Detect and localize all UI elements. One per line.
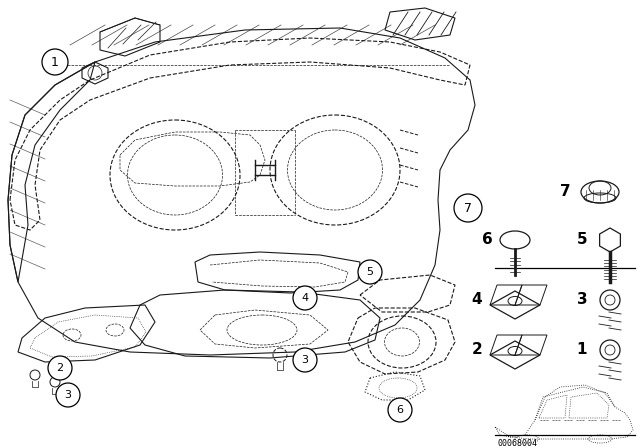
Text: 00068004: 00068004 (498, 439, 538, 448)
Text: 3: 3 (301, 355, 308, 365)
Circle shape (48, 356, 72, 380)
Circle shape (293, 286, 317, 310)
Text: 2: 2 (56, 363, 63, 373)
Text: 6: 6 (397, 405, 403, 415)
Text: 5: 5 (367, 267, 374, 277)
Text: 7: 7 (464, 202, 472, 215)
Circle shape (42, 49, 68, 75)
Text: 3: 3 (65, 390, 72, 400)
Text: 4: 4 (472, 293, 483, 307)
Circle shape (388, 398, 412, 422)
Text: 7: 7 (560, 185, 570, 199)
Text: 2: 2 (472, 343, 483, 358)
Circle shape (454, 194, 482, 222)
Text: 5: 5 (577, 233, 588, 247)
Text: 1: 1 (577, 343, 588, 358)
Circle shape (293, 348, 317, 372)
Text: 4: 4 (301, 293, 308, 303)
Text: 1: 1 (51, 56, 59, 69)
Circle shape (358, 260, 382, 284)
Text: 3: 3 (577, 293, 588, 307)
Text: 6: 6 (482, 233, 492, 247)
Circle shape (56, 383, 80, 407)
